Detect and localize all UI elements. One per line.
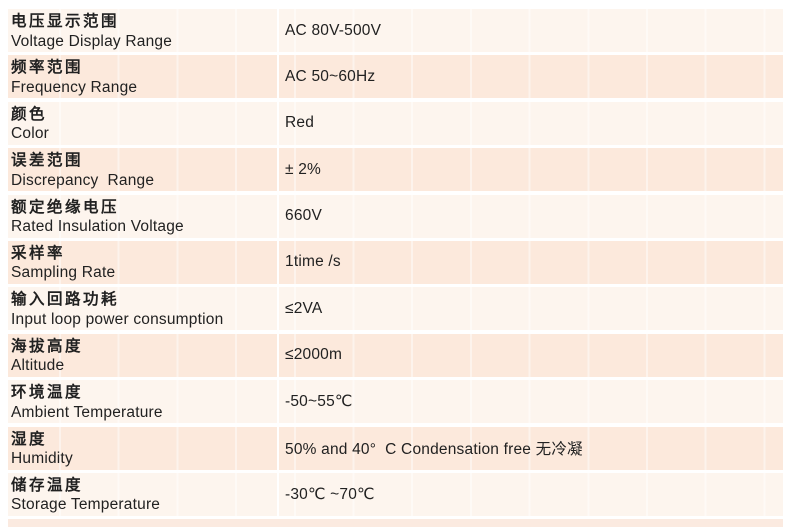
spec-label-zh: 颜色 [11,105,48,123]
spec-label-en: Discrepancy Range [11,171,155,189]
spec-label-cell: 储存温度 Storage Temperature [8,473,277,516]
spec-label-en: Voltage Display Range [11,32,173,50]
spec-value: ≤2000m [277,333,783,377]
spec-value: 660V [277,194,783,238]
spec-table: 电压显示范围 Voltage Display Range AC 80V-500V… [8,9,783,528]
spec-label-cell: 环境温度 Ambient Temperature [8,380,277,423]
spec-label-en: Frequency Range [11,78,138,96]
spec-label-en: Ambient Temperature [11,403,163,421]
spec-label-cell: 频率范围 Frequency Range [8,55,277,98]
spec-label-zh: 频率范围 [11,59,84,77]
spec-value: AC 50~60Hz [277,55,783,99]
spec-label-cell: 电压显示范围 Voltage Display Range [8,9,277,52]
spec-label-en: Input loop power consumption [11,310,224,328]
spec-row: 湿度 Humidity 50% and 40° C Condensation f… [8,426,783,470]
spec-value: -50~55℃ [277,380,783,424]
spec-value: -30℃ ~70℃ [277,472,783,516]
spec-label-cell: 采样率 Sampling Rate [8,241,277,284]
spec-value: 1time /s [277,240,783,284]
spec-row: 海拔高度 Altitude ≤2000m [8,333,783,377]
spec-label-zh: 输入回路功耗 [11,291,120,309]
spec-row: 输入回路功耗 Input loop power consumption ≤2VA [8,287,783,331]
spec-label-cell: 输入回路功耗 Input loop power consumption [8,287,277,330]
spec-label-en: Storage Temperature [11,496,161,514]
spec-label-en: Sampling Rate [11,264,116,282]
spec-value: 50% and 40° C Condensation free 无冷凝 [277,426,783,470]
spec-row: 电压显示范围 Voltage Display Range AC 80V-500V [8,9,783,52]
spec-label-zh: 海拔高度 [11,337,84,355]
next-row-sliver [8,519,783,528]
spec-label-cell: 海拔高度 Altitude [8,334,277,377]
spec-value: AC 80V-500V [277,9,783,52]
spec-label-zh: 湿度 [11,430,48,448]
spec-label-en: Color [11,125,50,143]
spec-row: 环境温度 Ambient Temperature -50~55℃ [8,380,783,424]
spec-row: 频率范围 Frequency Range AC 50~60Hz [8,55,783,99]
spec-value: Red [277,101,783,145]
spec-label-cell: 误差范围 Discrepancy Range [8,148,277,191]
spec-label-zh: 额定绝缘电压 [11,198,120,216]
spec-row: 额定绝缘电压 Rated Insulation Voltage 660V [8,194,783,238]
spec-label-en: Humidity [11,450,73,468]
spec-label-cell: 颜色 Color [8,102,277,145]
spec-label-cell: 湿度 Humidity [8,427,277,470]
spec-label-zh: 采样率 [11,244,66,262]
spec-label-zh: 电压显示范围 [11,13,120,30]
spec-row: 误差范围 Discrepancy Range ± 2% [8,148,783,192]
spec-value: ± 2% [277,148,783,192]
spec-label-zh: 储存温度 [11,476,84,494]
spec-label-en: Rated Insulation Voltage [11,218,184,236]
spec-label-zh: 误差范围 [11,152,84,170]
spec-label-cell: 额定绝缘电压 Rated Insulation Voltage [8,195,277,238]
spec-row: 采样率 Sampling Rate 1time /s [8,240,783,284]
spec-row: 储存温度 Storage Temperature -30℃ ~70℃ [8,472,783,516]
spec-label-zh: 环境温度 [11,384,84,402]
spec-label-en: Altitude [11,357,65,375]
spec-row: 颜色 Color Red [8,101,783,145]
spec-value: ≤2VA [277,287,783,331]
